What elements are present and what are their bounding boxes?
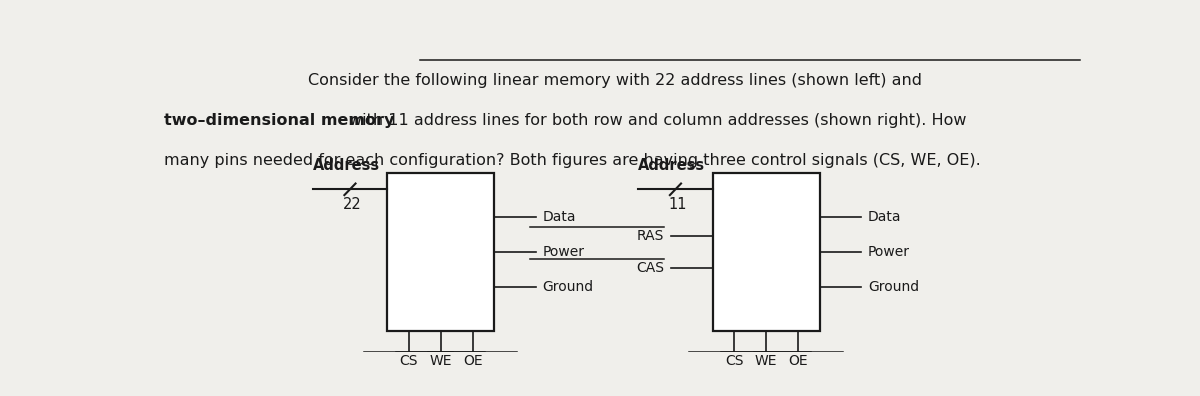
Text: 11: 11	[668, 197, 686, 212]
Text: CS: CS	[725, 354, 743, 368]
Bar	[713, 173, 820, 331]
Text: CS: CS	[400, 354, 418, 368]
Text: WE: WE	[430, 354, 452, 368]
Text: 22: 22	[342, 197, 361, 212]
Text: Ground: Ground	[542, 280, 594, 294]
Text: Data: Data	[542, 210, 576, 224]
Text: with 11 address lines for both row and column addresses (shown right). How: with 11 address lines for both row and c…	[348, 113, 966, 128]
Text: Data: Data	[868, 210, 901, 224]
Text: two–dimensional memory: two–dimensional memory	[164, 113, 400, 128]
Text: Power: Power	[542, 245, 584, 259]
Bar	[388, 173, 494, 331]
Text: WE: WE	[755, 354, 778, 368]
Text: Address: Address	[638, 158, 706, 173]
Text: CAS: CAS	[636, 261, 665, 275]
Text: Ground: Ground	[868, 280, 919, 294]
Text: RAS: RAS	[637, 229, 665, 243]
Text: Power: Power	[868, 245, 910, 259]
Text: Consider the following linear memory with 22 address lines (shown left) and: Consider the following linear memory wit…	[308, 73, 922, 88]
Text: OE: OE	[463, 354, 482, 368]
Text: Address: Address	[313, 158, 380, 173]
Text: OE: OE	[788, 354, 808, 368]
Text: many pins needed for each configuration? Both figures are having three control s: many pins needed for each configuration?…	[164, 153, 980, 168]
